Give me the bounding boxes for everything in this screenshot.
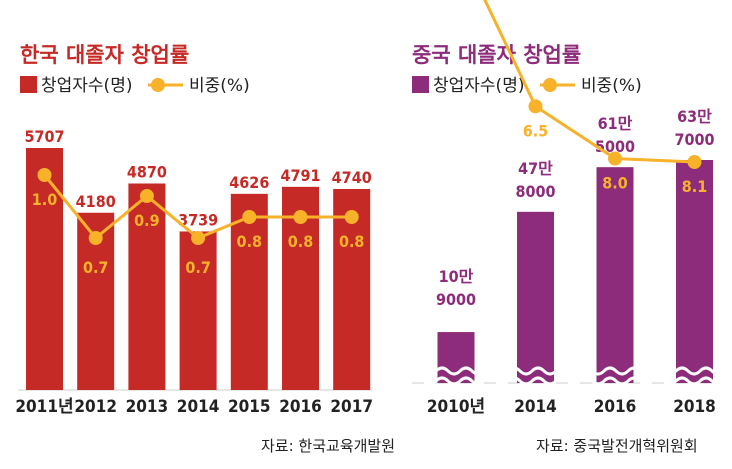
china-x-tick-label: 2018 [673, 397, 716, 417]
china-line-point [528, 99, 543, 114]
korea-bar-value-label: 4791 [280, 166, 320, 185]
korea-legend-bar-swatch [20, 76, 37, 93]
korea-line-point [344, 210, 359, 224]
korea-bar-value-label: 4870 [127, 162, 167, 181]
korea-x-tick-label: 2012 [74, 397, 117, 417]
china-bar-value-label-top: 10만 [439, 267, 474, 286]
china-line-series [483, 0, 695, 164]
korea-line-point [37, 168, 52, 182]
china-legend-bar-label: 창업자수(명) [433, 76, 524, 96]
china-line-point [608, 151, 622, 166]
china-bar-value-label-top: 61만 [598, 114, 633, 133]
korea-bar [179, 231, 217, 390]
korea-bar-value-label: 4626 [229, 173, 269, 192]
korea-bar [26, 148, 63, 390]
korea-line-value-label: 0.7 [185, 258, 211, 277]
korea-line-value-label: 0.8 [237, 232, 263, 251]
korea-x-tick-label: 2016 [279, 397, 322, 417]
korea-panel: 한국 대졸자 창업률 창업자수(명) 비중(%) 5707 2011년 4180 20… [15, 43, 395, 455]
china-line-value-label: 8.1 [682, 177, 708, 196]
china-bar [596, 167, 634, 383]
korea-bar-value-label: 5707 [24, 127, 64, 146]
china-line-point [687, 155, 702, 169]
china-source: 자료: 중국발전개혁위원회 [536, 437, 698, 455]
china-bar-value-label-bottom: 8000 [515, 182, 555, 201]
china-legend-line-label: 비중(%) [581, 76, 642, 96]
china-legend-line-swatch [540, 78, 575, 92]
korea-bar-value-label: 4740 [332, 168, 372, 187]
china-line-value-label: 8.0 [602, 174, 628, 193]
china-x-tick-label: 2016 [594, 397, 637, 417]
china-x-tick-label: 2014 [514, 397, 557, 417]
china-line-value-label: 6.5 [523, 121, 549, 140]
china-legend-bar-swatch [412, 76, 429, 93]
china-bar-value-label-top: 63만 [677, 107, 712, 126]
china-axis-break [410, 366, 726, 376]
china-axis-break [410, 376, 726, 386]
china-bar [676, 160, 713, 383]
korea-x-tick-label: 2015 [228, 397, 271, 417]
korea-x-tick-label: 2013 [126, 397, 169, 417]
korea-x-tick-label: 2011년 [15, 397, 73, 417]
korea-source: 자료: 한국교육개발원 [261, 437, 395, 455]
korea-line-point [88, 231, 103, 245]
korea-line-value-label: 0.8 [288, 232, 314, 251]
korea-legend-line-label: 비중(%) [189, 76, 250, 96]
china-bar [437, 332, 475, 383]
korea-line-value-label: 1.0 [32, 190, 58, 209]
korea-line-point [293, 210, 308, 224]
china-bar-value-label-bottom: 9000 [436, 290, 476, 309]
china-bar-value-label-top: 47만 [518, 159, 553, 178]
korea-line-value-label: 0.9 [134, 211, 160, 230]
korea-bar [128, 183, 166, 390]
korea-x-tick-label: 2014 [177, 397, 220, 417]
korea-line-value-label: 0.7 [83, 258, 109, 277]
korea-line-point [139, 189, 154, 203]
korea-legend-line-swatch [148, 78, 183, 92]
china-bar-value-label-bottom: 7000 [674, 130, 714, 149]
china-x-tick-label: 2010년 [427, 397, 485, 417]
korea-legend-bar-label: 창업자수(명) [41, 76, 132, 96]
china-panel: 중국 대졸자 창업률 창업자수(명) 비중(%) 10만 9000 2010년 47만… [410, 0, 726, 455]
china-bar [517, 211, 554, 383]
korea-x-tick-label: 2017 [330, 397, 373, 417]
korea-bar-value-label: 4180 [76, 192, 116, 211]
china-plot: 10만90002010년47만8000201461만5000201663만700… [410, 0, 726, 417]
korea-chart-title: 한국 대졸자 창업률 [20, 43, 189, 67]
korea-line-value-label: 0.8 [339, 232, 365, 251]
korea-line-point [242, 210, 257, 224]
china-chart-title: 중국 대졸자 창업률 [412, 43, 581, 67]
korea-line-point [191, 231, 206, 245]
korea-bar [230, 193, 268, 390]
korea-bar-value-label: 3739 [178, 210, 218, 229]
korea-plot: 5707 2011년 4180 2012 4870 2013 3739 2014 4626 201… [15, 127, 373, 417]
